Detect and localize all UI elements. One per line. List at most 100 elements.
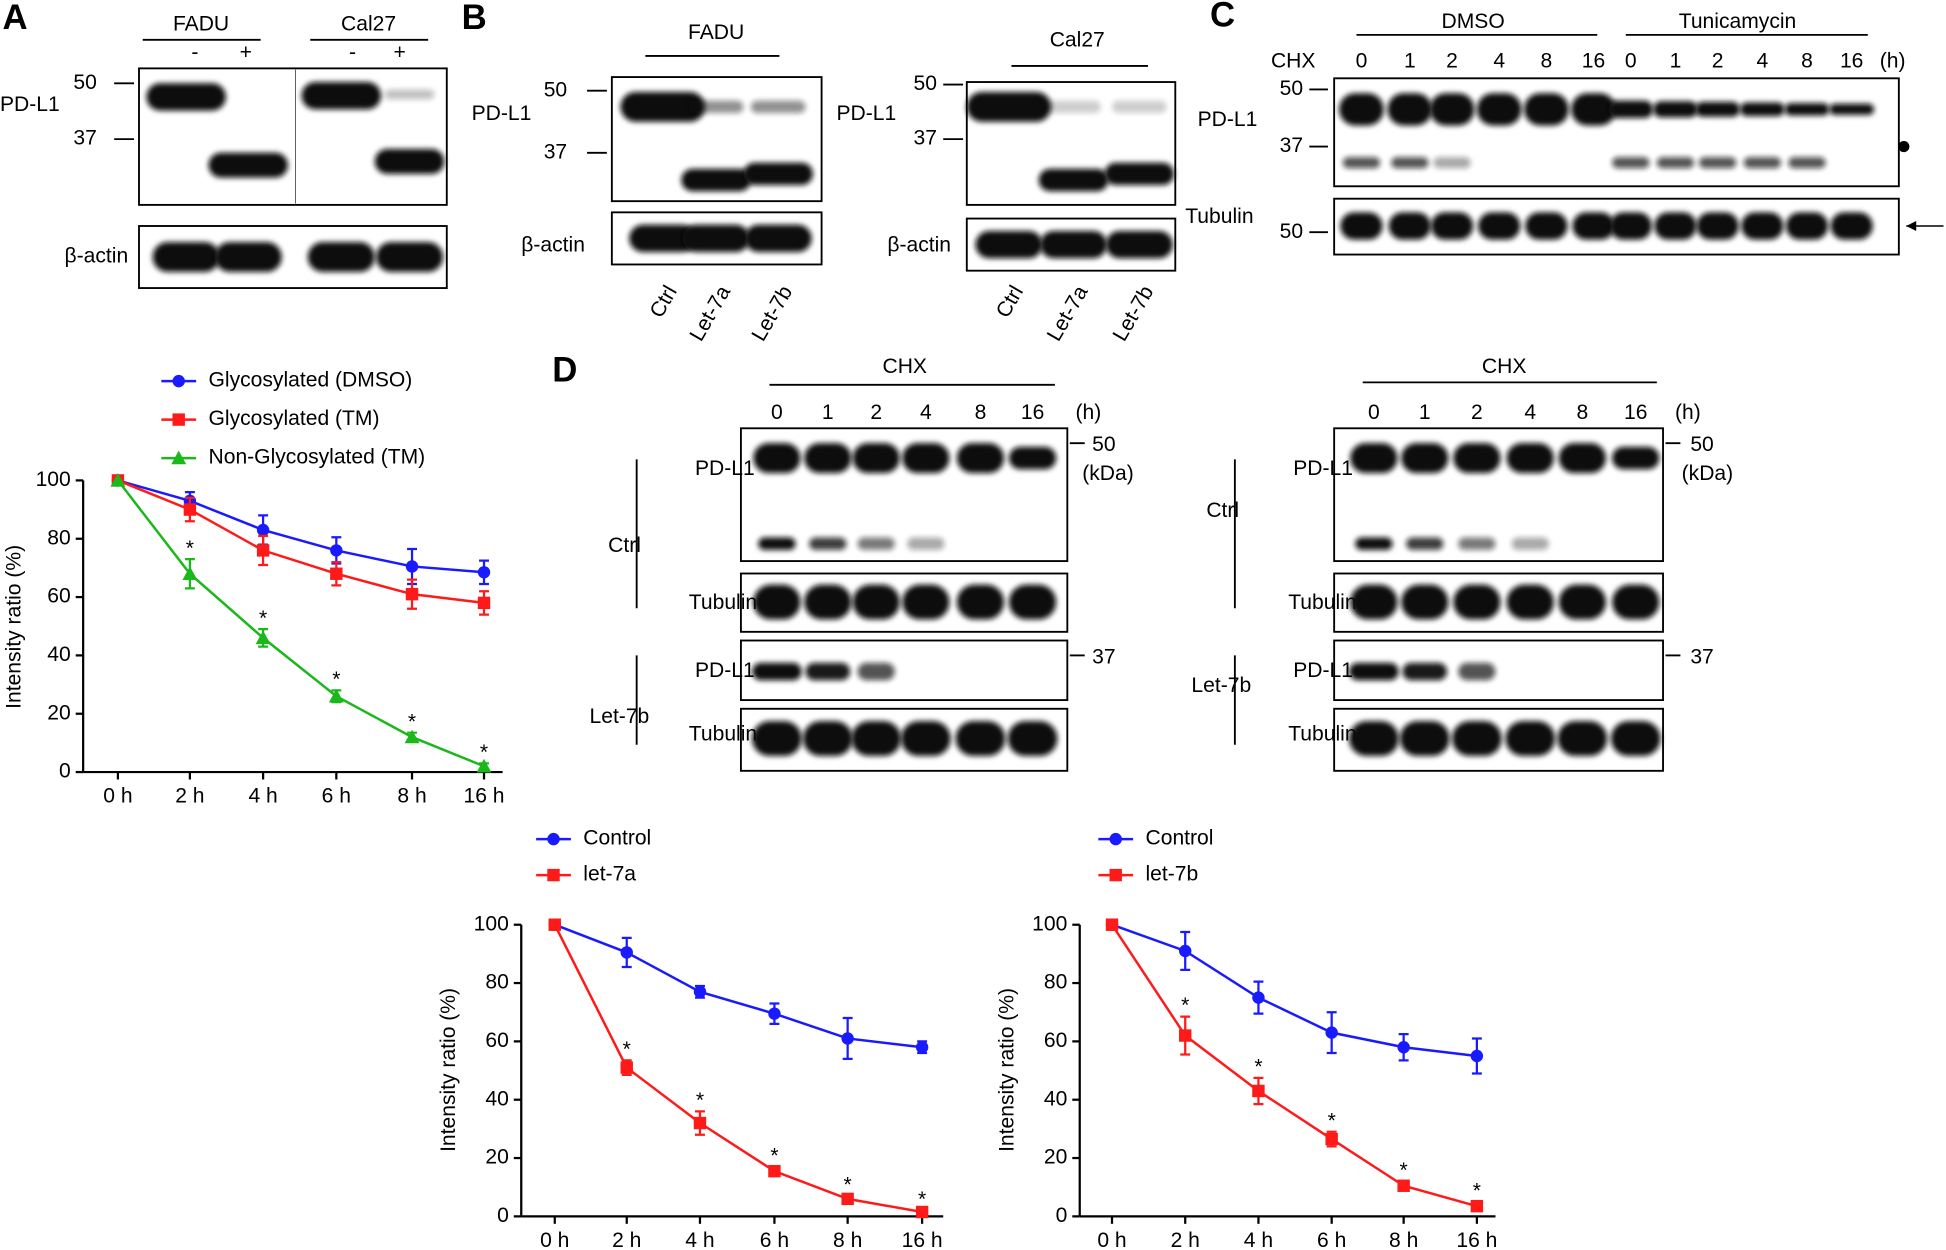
point bbox=[1325, 1132, 1338, 1146]
y-tick-label: 80 bbox=[47, 526, 70, 549]
label: 0 bbox=[1356, 50, 1368, 73]
blot-band bbox=[1610, 721, 1661, 756]
x-tick-label: 4 h bbox=[1244, 1229, 1273, 1250]
y-axis-label: Intensity ratio (%) bbox=[995, 988, 1018, 1152]
point bbox=[1252, 991, 1265, 1004]
blot-band bbox=[1478, 212, 1521, 240]
blot-band bbox=[1829, 103, 1875, 115]
blot-band bbox=[688, 100, 744, 114]
label: Tubulin bbox=[689, 722, 757, 745]
x-tick-label: 0 h bbox=[103, 784, 132, 807]
point bbox=[841, 1192, 854, 1206]
series-line bbox=[1111, 923, 1478, 1058]
significance: * bbox=[259, 607, 267, 630]
blot-band bbox=[1399, 721, 1450, 756]
blot-band bbox=[744, 224, 812, 253]
blot-band bbox=[1401, 584, 1449, 620]
point bbox=[172, 413, 185, 426]
blot-band bbox=[1739, 102, 1785, 117]
label: 50 bbox=[73, 71, 96, 94]
blot-band bbox=[804, 584, 852, 620]
blot-band bbox=[1340, 212, 1383, 240]
blot-band bbox=[1453, 443, 1501, 473]
label: Let-7a bbox=[685, 282, 735, 345]
blot-band bbox=[907, 537, 945, 550]
label: CHX bbox=[1482, 355, 1527, 378]
blot-band bbox=[301, 82, 382, 110]
blot-band bbox=[1342, 157, 1381, 169]
panel-letter: C bbox=[1210, 0, 1235, 35]
blot-band bbox=[1558, 584, 1606, 620]
blot-band bbox=[1040, 230, 1108, 259]
y-axis-label: Intensity ratio (%) bbox=[2, 545, 25, 709]
blot-band bbox=[146, 83, 226, 111]
label: Ctrl bbox=[608, 534, 641, 557]
label: Ctrl bbox=[992, 282, 1028, 322]
label: 8 bbox=[1576, 401, 1588, 424]
blot-band bbox=[1038, 168, 1109, 192]
point bbox=[404, 729, 420, 744]
blot-band bbox=[1350, 584, 1398, 620]
x-tick-label: 8 h bbox=[833, 1229, 862, 1250]
point bbox=[693, 985, 707, 999]
blot-band bbox=[1104, 162, 1175, 186]
blot-band bbox=[1699, 157, 1737, 169]
blot-band bbox=[1008, 584, 1057, 620]
y-tick-label: 60 bbox=[1044, 1029, 1067, 1052]
y-tick-label: 0 bbox=[497, 1204, 509, 1227]
label: PD-L1 bbox=[1293, 457, 1353, 480]
y-tick-label: 20 bbox=[47, 701, 70, 724]
marker-dot bbox=[1898, 140, 1910, 153]
blot-band bbox=[851, 721, 902, 756]
label: 0 bbox=[771, 401, 783, 424]
label: Let-7b bbox=[1191, 674, 1251, 697]
x-tick-label: 2 h bbox=[1171, 1229, 1200, 1250]
blot-band bbox=[1654, 212, 1697, 240]
blot-band bbox=[1612, 446, 1660, 470]
label: β-actin bbox=[887, 233, 951, 256]
label: 37 bbox=[1690, 645, 1713, 668]
blot-band bbox=[752, 721, 802, 756]
significance: * bbox=[844, 1174, 852, 1197]
blot-band bbox=[1695, 101, 1740, 117]
x-tick-label: 4 h bbox=[248, 784, 277, 807]
blot-band bbox=[1506, 443, 1554, 473]
point bbox=[256, 523, 270, 537]
label: - bbox=[191, 41, 198, 64]
label: 16 bbox=[1021, 401, 1044, 424]
point bbox=[110, 472, 126, 487]
blot-band bbox=[852, 584, 900, 620]
blot-band bbox=[966, 91, 1052, 122]
x-tick-label: 16 h bbox=[902, 1229, 943, 1250]
label: Let-7b bbox=[590, 705, 650, 728]
blot-band bbox=[1788, 157, 1826, 169]
label: 1 bbox=[1670, 50, 1682, 73]
label: (h) bbox=[1675, 401, 1701, 424]
label: Let-7a bbox=[1043, 282, 1093, 345]
label: PD-L1 bbox=[695, 659, 755, 682]
significance: * bbox=[1328, 1109, 1336, 1132]
blot-band bbox=[1349, 662, 1399, 681]
y-tick-label: 100 bbox=[36, 468, 71, 491]
significance: * bbox=[408, 710, 416, 733]
point bbox=[255, 630, 271, 645]
x-tick-label: 6 h bbox=[322, 784, 351, 807]
blot-band bbox=[376, 242, 444, 272]
blot-band bbox=[902, 443, 950, 473]
legend-label: let-7a bbox=[583, 863, 636, 886]
label: PD-L1 bbox=[0, 93, 60, 116]
label: DMSO bbox=[1442, 10, 1505, 33]
x-tick-label: 16 h bbox=[1456, 1229, 1497, 1250]
point bbox=[171, 450, 187, 465]
x-tick-label: 4 h bbox=[685, 1229, 714, 1250]
blot-band bbox=[1524, 93, 1569, 126]
y-tick-label: 20 bbox=[1044, 1146, 1067, 1169]
point bbox=[477, 566, 491, 579]
x-tick-label: 0 h bbox=[1097, 1229, 1126, 1250]
label: CHX bbox=[882, 355, 927, 378]
point bbox=[1109, 832, 1122, 846]
legend-label: Non-Glycosylated (TM) bbox=[209, 446, 426, 469]
point bbox=[1179, 1029, 1192, 1042]
y-tick-label: 0 bbox=[1056, 1204, 1068, 1227]
legend-label: let-7b bbox=[1146, 863, 1199, 886]
